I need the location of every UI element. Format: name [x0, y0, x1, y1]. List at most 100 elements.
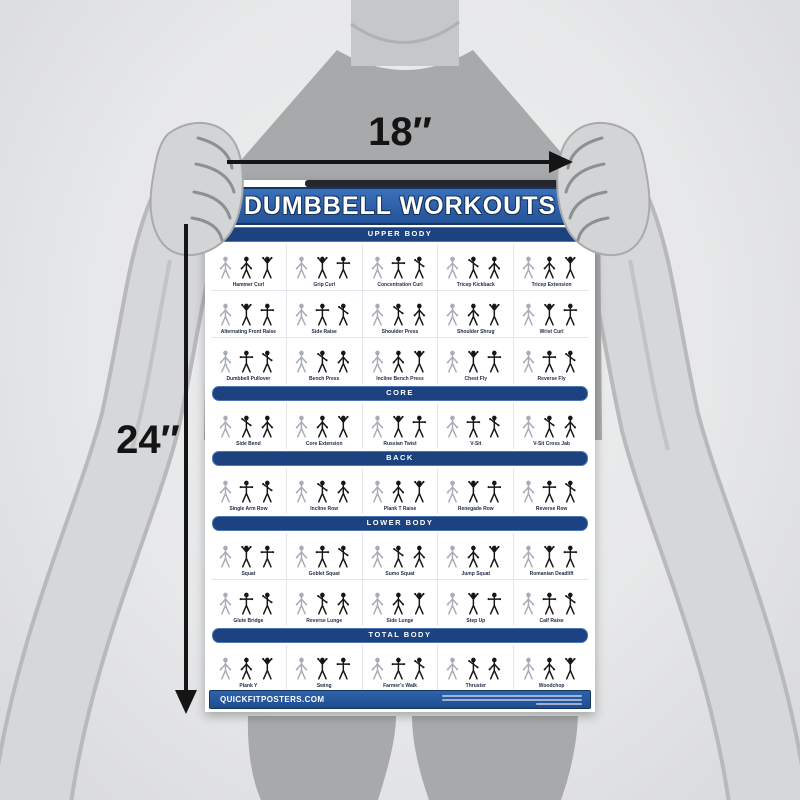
exercise-figure-icon: [447, 592, 502, 615]
exercise-label: Bench Press: [309, 376, 340, 382]
section-header-upper-body: UPPER BODY: [212, 227, 588, 242]
exercise-figure-icon: [371, 545, 425, 568]
exercise-cell: Side Lunge: [363, 580, 439, 626]
exercise-figure-icon: [522, 592, 576, 615]
width-dimension-label: 18″: [368, 110, 432, 154]
exercise-cell: Reverse Fly: [514, 338, 589, 384]
exercise-cell: Incline Row: [287, 468, 363, 514]
exercise-figure-icon: [447, 350, 502, 373]
exercise-cell: Incline Bench Press: [363, 338, 439, 384]
exercise-figure-icon: [371, 350, 425, 373]
exercise-figure-icon: [371, 480, 425, 503]
exercise-figure-icon: [371, 657, 425, 680]
exercise-cell: Single Arm Row: [211, 468, 287, 514]
exercise-figure-icon: [219, 480, 273, 503]
exercise-label: Thruster: [465, 683, 486, 689]
exercise-cell: Swing: [287, 645, 363, 691]
right-hand-icon: [556, 121, 651, 257]
exercise-figure-icon: [371, 256, 425, 279]
exercise-label: Incline Bench Press: [376, 376, 424, 382]
exercise-row: Alternating Front Raise Side Raise Shoulde…: [211, 290, 589, 337]
exercise-figure-icon: [219, 657, 273, 680]
exercise-label: Jump Squat: [461, 571, 491, 577]
workout-poster: DUMBBELL WORKOUTS UPPER BODY Hammer Curl G…: [205, 180, 595, 712]
section-header-back: BACK: [212, 451, 588, 466]
footer-website: QUICKFITPOSTERS.COM: [220, 695, 325, 704]
exercise-figure-icon: [219, 350, 273, 373]
exercise-label: Wrist Curl: [539, 329, 564, 335]
exercise-label: Tricep Extension: [531, 282, 572, 288]
exercise-cell: Side Raise: [287, 291, 363, 337]
exercise-cell: Shoulder Shrug: [438, 291, 515, 337]
exercise-cell: Goblet Squat: [287, 533, 363, 579]
exercise-cell: V-Sit Cross Jab: [514, 403, 589, 449]
section-header-total-body: TOTAL BODY: [212, 628, 588, 643]
horizontal-arrow-head-icon: [549, 151, 573, 173]
exercise-cell: Calf Raise: [514, 580, 589, 626]
exercise-cell: Tricep Extension: [514, 244, 589, 290]
exercise-label: Single Arm Row: [229, 506, 268, 512]
exercise-label: Grip Curl: [313, 282, 336, 288]
exercise-cell: Grip Curl: [287, 244, 363, 290]
exercise-figure-icon: [219, 592, 273, 615]
exercise-cell: Shoulder Press: [363, 291, 439, 337]
exercise-cell: Reverse Row: [514, 468, 589, 514]
exercise-label: Farmer's Walk: [383, 683, 417, 689]
exercise-figure-icon: [522, 256, 576, 279]
exercise-label: Shoulder Press: [381, 329, 419, 335]
exercise-cell: Woodchop: [514, 645, 589, 691]
exercise-figure-icon: [295, 415, 349, 438]
exercise-row: Side Bend Core Extension Russian Twist V-Si…: [211, 403, 589, 449]
height-dimension-label: 24″: [116, 418, 180, 462]
exercise-figure-icon: [295, 256, 350, 279]
exercise-label: Reverse Fly: [537, 376, 566, 382]
exercise-figure-icon: [522, 350, 576, 373]
exercise-label: Swing: [316, 683, 332, 689]
exercise-figure-icon: [371, 592, 425, 615]
section-header-core: CORE: [212, 386, 588, 401]
exercise-label: Tricep Kickback: [456, 282, 495, 288]
exercise-figure-icon: [295, 303, 349, 326]
exercise-figure-icon: [522, 545, 578, 568]
poster-sections: UPPER BODY Hammer Curl Grip Curl Concentrat…: [211, 225, 589, 691]
vertical-arrow-head-icon: [175, 690, 197, 714]
exercise-cell: Plank T Raise: [363, 468, 439, 514]
exercise-cell: Reverse Lunge: [287, 580, 363, 626]
exercise-label: V-Sit: [470, 441, 482, 447]
exercise-cell: Glute Bridge: [211, 580, 287, 626]
exercise-label: Sumo Squat: [385, 571, 415, 577]
exercise-row: Plank Y Swing Farmer's Walk Thruster Woodcho…: [211, 645, 589, 691]
exercise-cell: Chest Fly: [438, 338, 515, 384]
exercise-row: Glute Bridge Reverse Lunge Side Lunge Step …: [211, 579, 589, 626]
exercise-figure-icon: [522, 480, 576, 503]
exercise-figure-icon: [447, 415, 500, 438]
vertical-arrow-line: [184, 224, 188, 692]
exercise-figure-icon: [295, 350, 349, 373]
exercise-cell: Romanian Deadlift: [514, 533, 589, 579]
exercise-cell: Russian Twist: [363, 403, 439, 449]
exercise-cell: Plank Y: [211, 645, 287, 691]
exercise-figure-icon: [371, 303, 425, 326]
exercise-cell: Bench Press: [287, 338, 363, 384]
exercise-label: Side Lunge: [386, 618, 414, 624]
exercise-figure-icon: [295, 657, 350, 680]
exercise-label: Reverse Row: [535, 506, 568, 512]
exercise-label: Renegade Row: [457, 506, 494, 512]
left-hand-icon: [149, 121, 244, 257]
exercise-figure-icon: [219, 256, 273, 279]
exercise-figure-icon: [447, 545, 500, 568]
exercise-cell: V-Sit: [438, 403, 515, 449]
exercise-cell: Dumbbell Pullover: [211, 338, 287, 384]
exercise-label: Romanian Deadlift: [529, 571, 574, 577]
exercise-figure-icon: [295, 592, 349, 615]
exercise-cell: Farmer's Walk: [363, 645, 439, 691]
exercise-label: Plank T Raise: [383, 506, 417, 512]
exercise-figure-icon: [447, 657, 501, 680]
exercise-cell: Sumo Squat: [363, 533, 439, 579]
section-header-lower-body: LOWER BODY: [212, 516, 588, 531]
exercise-label: Hammer Curl: [232, 282, 265, 288]
exercise-label: Side Bend: [236, 441, 261, 447]
exercise-label: Squat: [241, 571, 256, 577]
exercise-figure-icon: [522, 657, 576, 680]
